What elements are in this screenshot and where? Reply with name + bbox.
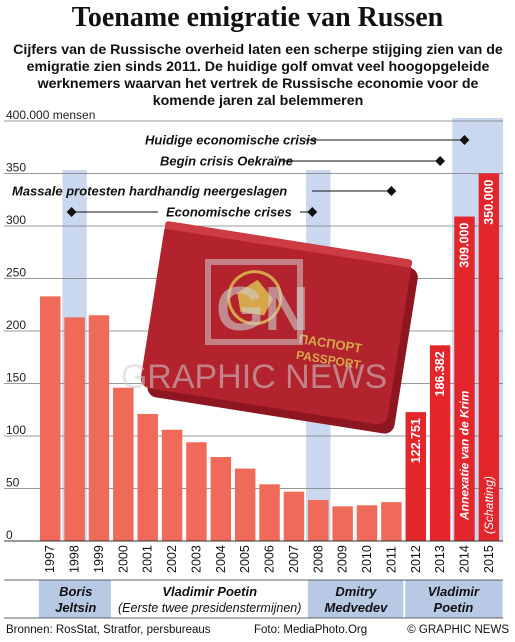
y-tick-label: 50 <box>6 476 20 490</box>
annotation-marker-2 <box>386 186 397 196</box>
x-tick-2006: 2006 <box>263 545 277 573</box>
x-tick-2002: 2002 <box>165 545 179 573</box>
photo-credit: Foto: MediaPhoto.Org <box>254 624 368 636</box>
passport-emblem <box>227 270 283 326</box>
x-tick-1998: 1998 <box>68 545 82 573</box>
bar-2009 <box>332 506 353 541</box>
bar-2007 <box>283 491 305 541</box>
copyright: © GRAPHIC NEWS <box>407 624 509 636</box>
y-tick-label: 0 <box>6 528 13 542</box>
bar-2003 <box>186 442 207 541</box>
x-tick-2005: 2005 <box>238 545 252 573</box>
leader-first-0: Boris <box>59 584 92 599</box>
leader-name-1: Vladimir Poetin <box>162 584 257 599</box>
bar-2013 <box>429 345 451 541</box>
leader-band-3 <box>404 580 503 618</box>
x-tick-2014: 2014 <box>457 545 471 573</box>
x-tick-2001: 2001 <box>141 545 155 573</box>
bar-2008 <box>308 500 329 541</box>
leader-last-3: Poetin <box>434 600 474 615</box>
watermark-logo <box>205 259 303 345</box>
x-tick-2008: 2008 <box>311 545 325 573</box>
bar-1997 <box>40 296 61 541</box>
leader-first-3: Vladimir <box>428 584 480 599</box>
bar-2015 <box>478 173 500 541</box>
x-tick-2000: 2000 <box>116 545 130 573</box>
leader-last-2: Medvedev <box>324 600 388 615</box>
leader-band-2 <box>306 580 406 618</box>
annotation-marker-0 <box>459 135 470 145</box>
bar-2011 <box>381 502 402 541</box>
page-subtitle: Cijfers van de Russische overheid laten … <box>13 42 503 109</box>
bar-note-2015: (Schatting) <box>482 476 496 534</box>
annotation-1: Begin crisis Oekraïne <box>160 154 293 169</box>
bar-2012 <box>405 412 426 541</box>
annotation-3: Economische crises <box>166 205 292 220</box>
data-label-2015: 350.000 <box>482 179 496 224</box>
watermark-text: GRAPHIC NEWS <box>121 358 387 396</box>
x-tick-2003: 2003 <box>189 545 203 573</box>
leader-last-0: Jeltsin <box>55 600 96 615</box>
x-tick-2007: 2007 <box>287 545 301 573</box>
bar-note-2014: Annexatie van de Krim <box>457 390 471 521</box>
leader-note-1: (Eerste twee presidenstermijnen) <box>118 601 301 615</box>
x-tick-2009: 2009 <box>336 545 350 573</box>
y-tick-label: 350 <box>6 161 26 175</box>
bar-1998 <box>64 317 85 541</box>
y-tick-label: 400.000 mensen <box>6 108 95 122</box>
y-tick-label: 150 <box>6 371 26 385</box>
leader-band-0 <box>38 580 113 618</box>
annotation-marker-3b <box>307 207 318 217</box>
x-tick-2011: 2011 <box>384 546 398 573</box>
annotation-marker-3a <box>66 207 77 217</box>
watermark-logo-text: GN <box>216 275 309 344</box>
x-tick-2015: 2015 <box>482 545 496 573</box>
passport-eagle <box>237 279 273 316</box>
sources-credit: Bronnen: RosStat, Stratfor, persbureaus <box>6 624 211 636</box>
x-tick-2012: 2012 <box>409 545 423 573</box>
y-tick-label: 100 <box>6 423 26 437</box>
data-label-2013: 186.382 <box>433 351 447 396</box>
annotation-2: Massale protesten hardhandig neergeslage… <box>12 184 287 199</box>
passport-edge <box>164 221 413 268</box>
leader-band-1 <box>111 580 308 618</box>
data-label-2012: 122.751 <box>409 418 423 463</box>
bar-2005 <box>234 468 256 541</box>
bar-1999 <box>88 315 110 541</box>
bar-2002 <box>161 429 183 541</box>
y-tick-label: 200 <box>6 318 26 332</box>
leader-first-2: Dmitry <box>335 584 377 599</box>
x-tick-1997: 1997 <box>43 545 57 573</box>
y-tick-label: 250 <box>6 266 26 280</box>
data-label-2014: 309.000 <box>457 223 471 268</box>
annotation-0: Huidige economische crisis <box>145 133 317 148</box>
x-tick-2004: 2004 <box>214 545 228 573</box>
bar-2000 <box>113 387 134 541</box>
bar-2014 <box>454 216 475 542</box>
y-tick-label: 300 <box>6 213 26 227</box>
page-title: Toename emigratie van Russen <box>71 2 444 33</box>
bar-2001 <box>137 413 158 541</box>
x-tick-2013: 2013 <box>433 545 447 573</box>
annotation-marker-1 <box>435 156 446 166</box>
bar-2006 <box>259 484 280 541</box>
bar-2004 <box>210 457 232 541</box>
x-tick-1999: 1999 <box>92 545 106 573</box>
x-tick-2010: 2010 <box>360 545 374 573</box>
bar-2010 <box>356 505 378 541</box>
